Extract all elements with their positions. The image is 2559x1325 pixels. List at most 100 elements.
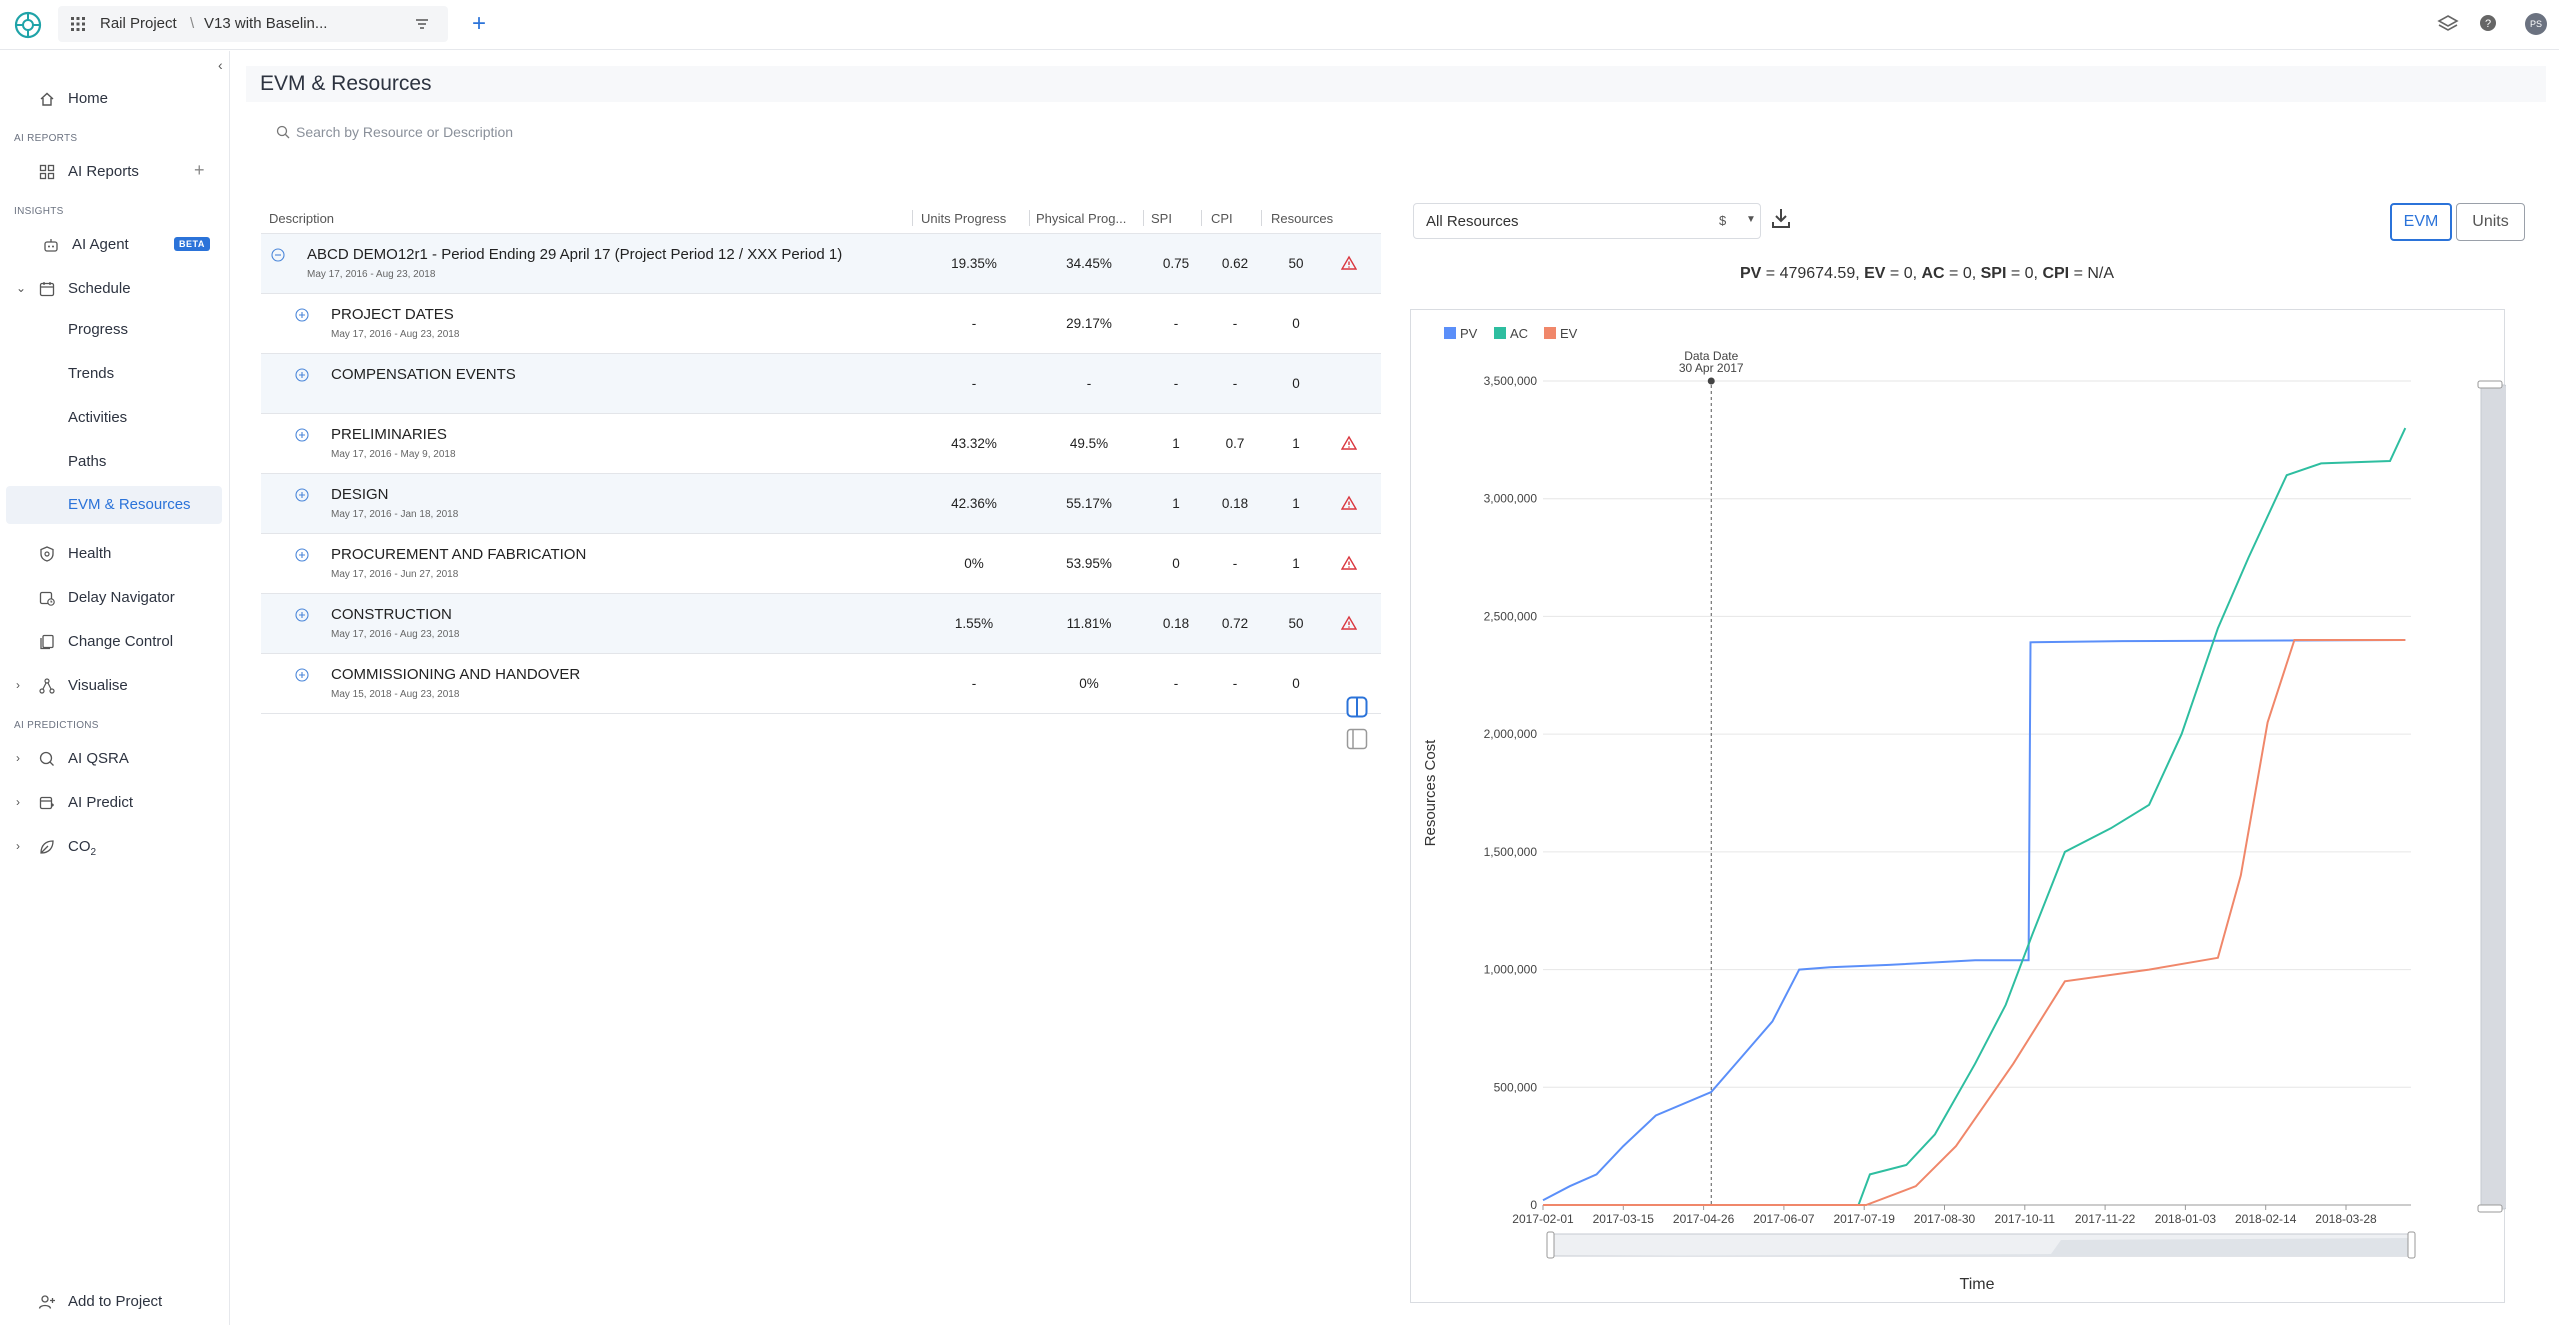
- legend-swatch-ac[interactable]: [1494, 327, 1506, 339]
- y-range-slider[interactable]: [2480, 384, 2506, 1210]
- sidebar-subitem-progress[interactable]: Progress: [0, 313, 230, 347]
- chevron-right-icon[interactable]: ›: [16, 795, 20, 809]
- table-row[interactable]: PROJECT DATES May 17, 2016 - Aug 23, 2018…: [261, 294, 1381, 354]
- sidebar-subitem-paths[interactable]: Paths: [0, 445, 230, 479]
- warning-icon[interactable]: [1341, 555, 1357, 571]
- sidebar-item-ai-predict[interactable]: › AI Predict: [0, 786, 230, 820]
- x-tick-label: 2017-06-07: [1753, 1212, 1815, 1226]
- column-divider[interactable]: [912, 210, 913, 226]
- table-row[interactable]: COMPENSATION EVENTS - - - - 0: [261, 354, 1381, 414]
- sidebar-item-label: Progress: [68, 321, 129, 338]
- expand-row-icon[interactable]: [295, 308, 309, 322]
- chevron-down-icon: ▼: [1746, 214, 1756, 225]
- warning-icon[interactable]: [1341, 435, 1357, 451]
- table-row[interactable]: ABCD DEMO12r1 - Period Ending 29 April 1…: [261, 234, 1381, 294]
- units-toggle-button[interactable]: Units: [2456, 203, 2525, 241]
- legend-swatch-ev[interactable]: [1544, 327, 1556, 339]
- user-avatar[interactable]: PS: [2525, 13, 2547, 35]
- table-row[interactable]: COMMISSIONING AND HANDOVER May 15, 2018 -…: [261, 654, 1381, 714]
- sidebar-item-co2[interactable]: › CO2: [0, 830, 230, 864]
- help-chat-icon[interactable]: ?: [2476, 12, 2500, 36]
- spi-value: = 0,: [2006, 265, 2043, 282]
- x-range-handle-left[interactable]: [1546, 1231, 1555, 1259]
- sidebar-subitem-evm-resources[interactable]: EVM & Resources: [6, 486, 222, 524]
- warning-icon[interactable]: [1341, 495, 1357, 511]
- breadcrumb-project[interactable]: Rail Project: [100, 15, 177, 32]
- sidebar-item-visualise[interactable]: › Visualise: [0, 669, 230, 703]
- table-row[interactable]: CONSTRUCTION May 17, 2016 - Aug 23, 2018 1…: [261, 594, 1381, 654]
- y-axis-label: Resources Cost: [1422, 739, 1439, 847]
- column-divider[interactable]: [1029, 210, 1030, 226]
- sidebar-item-delay-navigator[interactable]: Delay Navigator: [0, 581, 230, 615]
- y-range-handle-top[interactable]: [2477, 380, 2503, 389]
- col-description[interactable]: Description: [269, 211, 335, 226]
- co2-subscript: 2: [90, 847, 97, 858]
- col-spi[interactable]: SPI: [1151, 211, 1172, 226]
- download-icon[interactable]: [1770, 206, 1792, 230]
- filter-lines-icon[interactable]: [414, 16, 430, 32]
- expand-row-icon[interactable]: [295, 548, 309, 562]
- x-axis-label: Time: [1960, 1276, 1995, 1293]
- sidebar-item-ai-agent[interactable]: AI Agent BETA: [0, 228, 230, 262]
- column-divider[interactable]: [1201, 210, 1202, 226]
- project-breadcrumb[interactable]: Rail Project \ V13 with Baselin...: [58, 6, 448, 42]
- col-cpi[interactable]: CPI: [1211, 211, 1233, 226]
- col-physical-progress[interactable]: Physical Prog...: [1036, 211, 1127, 226]
- split-view-icon[interactable]: [1346, 696, 1368, 718]
- grid-menu-icon[interactable]: [70, 16, 86, 32]
- y-range-handle-bottom[interactable]: [2477, 1204, 2503, 1213]
- column-divider[interactable]: [1261, 210, 1262, 226]
- table-row[interactable]: PRELIMINARIES May 17, 2016 - May 9, 2018 4…: [261, 414, 1381, 474]
- app-logo-icon[interactable]: [14, 11, 42, 39]
- chevron-right-icon[interactable]: ›: [16, 678, 20, 692]
- expand-row-icon[interactable]: [295, 428, 309, 442]
- evm-toggle-button[interactable]: EVM: [2390, 203, 2452, 241]
- cell-spi: 1: [1172, 436, 1180, 451]
- warning-icon[interactable]: [1341, 255, 1357, 271]
- layers-icon[interactable]: [2436, 12, 2460, 36]
- search-bar[interactable]: [256, 118, 656, 146]
- collapse-row-icon[interactable]: [271, 248, 285, 262]
- table-row[interactable]: PROCUREMENT AND FABRICATION May 17, 2016 …: [261, 534, 1381, 594]
- column-divider[interactable]: [1143, 210, 1144, 226]
- expand-row-icon[interactable]: [295, 668, 309, 682]
- add-report-button[interactable]: +: [194, 160, 205, 180]
- collapse-sidebar-icon[interactable]: ‹: [218, 57, 223, 73]
- sidebar-item-schedule[interactable]: ⌄ Schedule: [0, 272, 230, 306]
- qsra-icon: [39, 751, 54, 766]
- sidebar-item-ai-reports[interactable]: AI Reports +: [0, 155, 230, 189]
- expand-row-icon[interactable]: [295, 608, 309, 622]
- sidebar-item-change-control[interactable]: Change Control: [0, 625, 230, 659]
- cell-res: 1: [1292, 496, 1300, 511]
- sidebar-subitem-activities[interactable]: Activities: [0, 401, 230, 435]
- x-range-handle-right[interactable]: [2407, 1231, 2416, 1259]
- col-resources[interactable]: Resources: [1271, 211, 1334, 226]
- chevron-down-icon[interactable]: ⌄: [16, 281, 27, 295]
- row-description: COMPENSATION EVENTS: [331, 366, 516, 383]
- resource-filter-select[interactable]: All Resources $ ▼: [1413, 203, 1761, 239]
- sidebar-item-health[interactable]: Health: [0, 537, 230, 571]
- add-to-project-button[interactable]: Add to Project: [0, 1285, 230, 1319]
- expand-row-icon[interactable]: [295, 368, 309, 382]
- legend-swatch-pv[interactable]: [1444, 327, 1456, 339]
- row-description: PROCUREMENT AND FABRICATION: [331, 546, 587, 563]
- spi-label: SPI: [1980, 265, 2007, 282]
- search-input[interactable]: [296, 120, 636, 144]
- cell-cpi: -: [1232, 556, 1238, 571]
- warning-icon[interactable]: [1341, 615, 1357, 631]
- expand-row-icon[interactable]: [295, 488, 309, 502]
- breadcrumb-version[interactable]: V13 with Baselin...: [204, 15, 328, 32]
- add-tab-button[interactable]: +: [472, 10, 487, 37]
- table-row[interactable]: DESIGN May 17, 2016 - Jan 18, 2018 42.36% 5…: [261, 474, 1381, 534]
- sidebar-item-ai-qsra[interactable]: › AI QSRA: [0, 742, 230, 776]
- sidebar-item-home[interactable]: Home: [0, 82, 230, 116]
- pv-value: = 479674.59,: [1761, 265, 1865, 282]
- cell-spi: -: [1173, 376, 1179, 391]
- col-units-progress[interactable]: Units Progress: [921, 211, 1007, 226]
- legend-label-pv: PV: [1460, 326, 1478, 341]
- section-insights: INSIGHTS: [14, 206, 64, 217]
- panel-view-icon[interactable]: [1346, 728, 1368, 750]
- chevron-right-icon[interactable]: ›: [16, 839, 20, 853]
- sidebar-subitem-trends[interactable]: Trends: [0, 357, 230, 391]
- chevron-right-icon[interactable]: ›: [16, 751, 20, 765]
